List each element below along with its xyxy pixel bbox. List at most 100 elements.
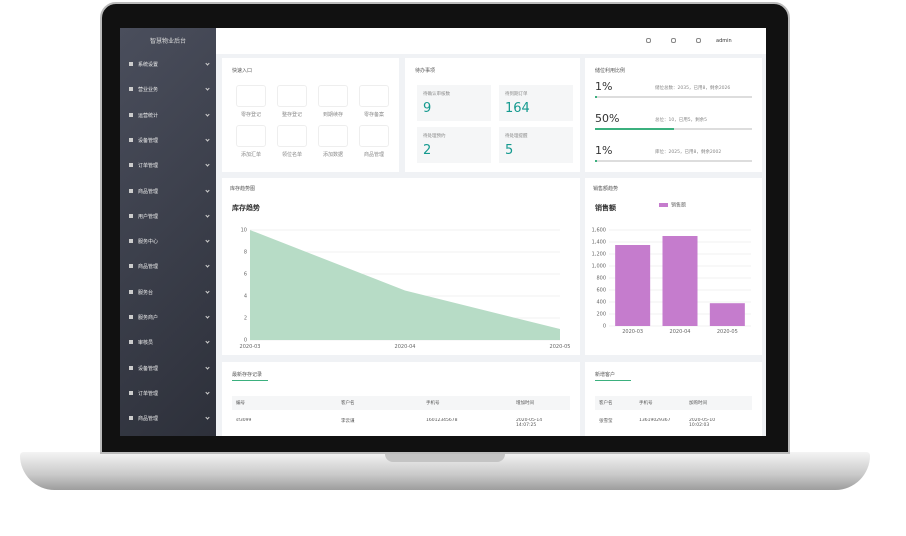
x-tick-label: 2020-04	[395, 344, 416, 350]
menu-item[interactable]: 服务商户	[138, 315, 159, 321]
pending-card[interactable]: 待到期订单 164	[499, 85, 573, 121]
menu-arrow[interactable]	[205, 289, 210, 294]
pending-card[interactable]: 待处理预约 2	[417, 127, 491, 163]
menu-icon[interactable]	[129, 340, 133, 345]
bar	[662, 236, 698, 326]
quick-icon[interactable]	[359, 85, 389, 107]
menu-item[interactable]: 商品管理	[138, 264, 159, 271]
quick-icon[interactable]	[318, 85, 348, 107]
quick-label[interactable]: 添加数据	[322, 152, 343, 158]
quick-label[interactable]: 添加汇单	[240, 152, 261, 158]
pending-value: 164	[505, 101, 530, 116]
menu-icon[interactable]	[129, 416, 133, 421]
y-tick-label: 2	[244, 316, 247, 322]
y-tick-label: 600	[596, 288, 606, 294]
quick-label[interactable]: 商品管理	[363, 152, 384, 158]
menu-arrow[interactable]	[205, 339, 210, 344]
menu-item[interactable]: 订单管理	[138, 163, 159, 170]
quick-label[interactable]: 到期续存	[322, 112, 343, 118]
topbar-icon[interactable]	[671, 38, 676, 43]
chart: 0 200 400 600 800 1,000 1,200 1,400 1,600 销售额 2020…	[592, 202, 751, 335]
menu-arrow[interactable]	[205, 162, 210, 167]
menu-item[interactable]: 服务台	[138, 289, 154, 296]
topbar-icon[interactable]	[696, 38, 701, 43]
quick-icon[interactable]	[318, 125, 348, 147]
usage-note: 总位：10，已用5，剩余5	[655, 118, 707, 123]
menu-icon[interactable]	[129, 264, 133, 269]
sidebar: 智慧物业后台 系统设置 营业业务 运营统计 设备管理 订单管理 商品管理 用户管理 服务中心 商品…	[120, 28, 216, 436]
y-tick-label: 0	[244, 338, 247, 344]
usage-note: 库位：2025，已用8，剩余2002	[655, 150, 722, 155]
menu-item[interactable]: 系统设置	[138, 62, 159, 68]
menu-arrow[interactable]	[205, 390, 210, 395]
table-header	[595, 396, 752, 410]
panel-title: 库存趋势图	[230, 186, 256, 192]
table-panel: 最新存存记录 编号 客户名 手机号 增加时间 sf3099 李云谦 16012345678 20…	[222, 362, 580, 436]
sidebar-title: 智慧物业后台	[149, 38, 186, 45]
quick-label[interactable]: 零存登记	[240, 112, 261, 118]
menu-arrow[interactable]	[205, 187, 210, 193]
menu-icon[interactable]	[129, 390, 133, 395]
menu-item[interactable]: 商品管理	[138, 416, 159, 423]
menu-icon[interactable]	[129, 137, 133, 142]
menu-icon[interactable]	[129, 289, 133, 294]
area	[250, 230, 560, 340]
menu-item[interactable]: 审核员	[138, 340, 154, 347]
topbar-user[interactable]: admin	[716, 38, 732, 44]
menu-item[interactable]: 服务中心	[138, 239, 159, 246]
menu-icon[interactable]	[129, 213, 133, 218]
quick-label[interactable]: 领位名单	[281, 152, 302, 158]
menu-icon[interactable]	[129, 62, 133, 66]
table-cell: 2020-05-14 14:07:25	[516, 418, 543, 428]
menu-arrow[interactable]	[205, 364, 210, 370]
menu-arrow[interactable]	[205, 314, 210, 319]
menu-icon[interactable]	[129, 315, 133, 319]
menu-icon[interactable]	[129, 163, 133, 168]
quick-icon[interactable]	[236, 85, 266, 107]
column-header: 加购时间	[689, 401, 707, 406]
pending-card[interactable]: 待处理提醒 5	[499, 127, 573, 163]
menu-arrow[interactable]	[205, 213, 210, 218]
y-tick-label: 200	[596, 312, 606, 318]
menu-item[interactable]: 商品管理	[138, 188, 159, 195]
menu-item[interactable]: 设备管理	[138, 365, 159, 372]
bar	[615, 245, 651, 326]
quick-icon[interactable]	[359, 125, 389, 147]
menu-arrow[interactable]	[205, 61, 210, 66]
chart-panel: 销售额趋势 销售额 0 200 400 600 800 1,000 1,200 1,400 1,60…	[585, 178, 762, 355]
usage-percent: 1%	[595, 144, 613, 157]
menu-icon[interactable]	[129, 188, 133, 193]
panel-title: 新增客户	[595, 372, 616, 378]
usage-track	[595, 128, 752, 130]
menu-icon[interactable]	[129, 365, 133, 370]
quick-icon[interactable]	[277, 125, 307, 147]
menu-item[interactable]: 订单管理	[138, 390, 159, 397]
menu-arrow[interactable]	[205, 263, 210, 269]
quick-icon[interactable]	[236, 125, 266, 147]
menu-icon[interactable]	[129, 239, 133, 244]
quick-panel: 快速入口零存登记 整存登记 到期续存 零存备案添加汇单 领位名单 添加数据 商品管理	[222, 58, 399, 172]
column-header: 手机号	[639, 401, 653, 406]
usage-bar	[595, 96, 597, 98]
column-header: 增加时间	[516, 401, 534, 406]
pending-card[interactable]: 待确认审核数 9	[417, 85, 491, 121]
menu-arrow[interactable]	[205, 415, 210, 420]
menu-arrow[interactable]	[205, 238, 210, 243]
table-cell: 13619029367	[639, 418, 671, 423]
menu-item[interactable]: 运营统计	[138, 112, 159, 119]
menu-item[interactable]: 营业业务	[138, 87, 159, 94]
menu-icon[interactable]	[129, 87, 133, 92]
panel-title: 快速入口	[232, 68, 253, 74]
menu-arrow[interactable]	[205, 86, 210, 91]
quick-label[interactable]: 零存备案	[363, 112, 384, 118]
menu-arrow[interactable]	[205, 137, 210, 142]
usage-note: 储位总数：2035，已用8，剩余2026	[655, 86, 731, 91]
menu-item[interactable]: 设备管理	[138, 137, 159, 144]
quick-icon[interactable]	[277, 85, 307, 107]
menu-icon[interactable]	[129, 112, 133, 117]
menu-arrow[interactable]	[205, 111, 210, 117]
quick-label[interactable]: 整存登记	[281, 112, 302, 118]
menu-item[interactable]: 用户管理	[138, 213, 159, 220]
legend-swatch	[659, 203, 668, 207]
topbar-icon[interactable]	[646, 38, 651, 43]
